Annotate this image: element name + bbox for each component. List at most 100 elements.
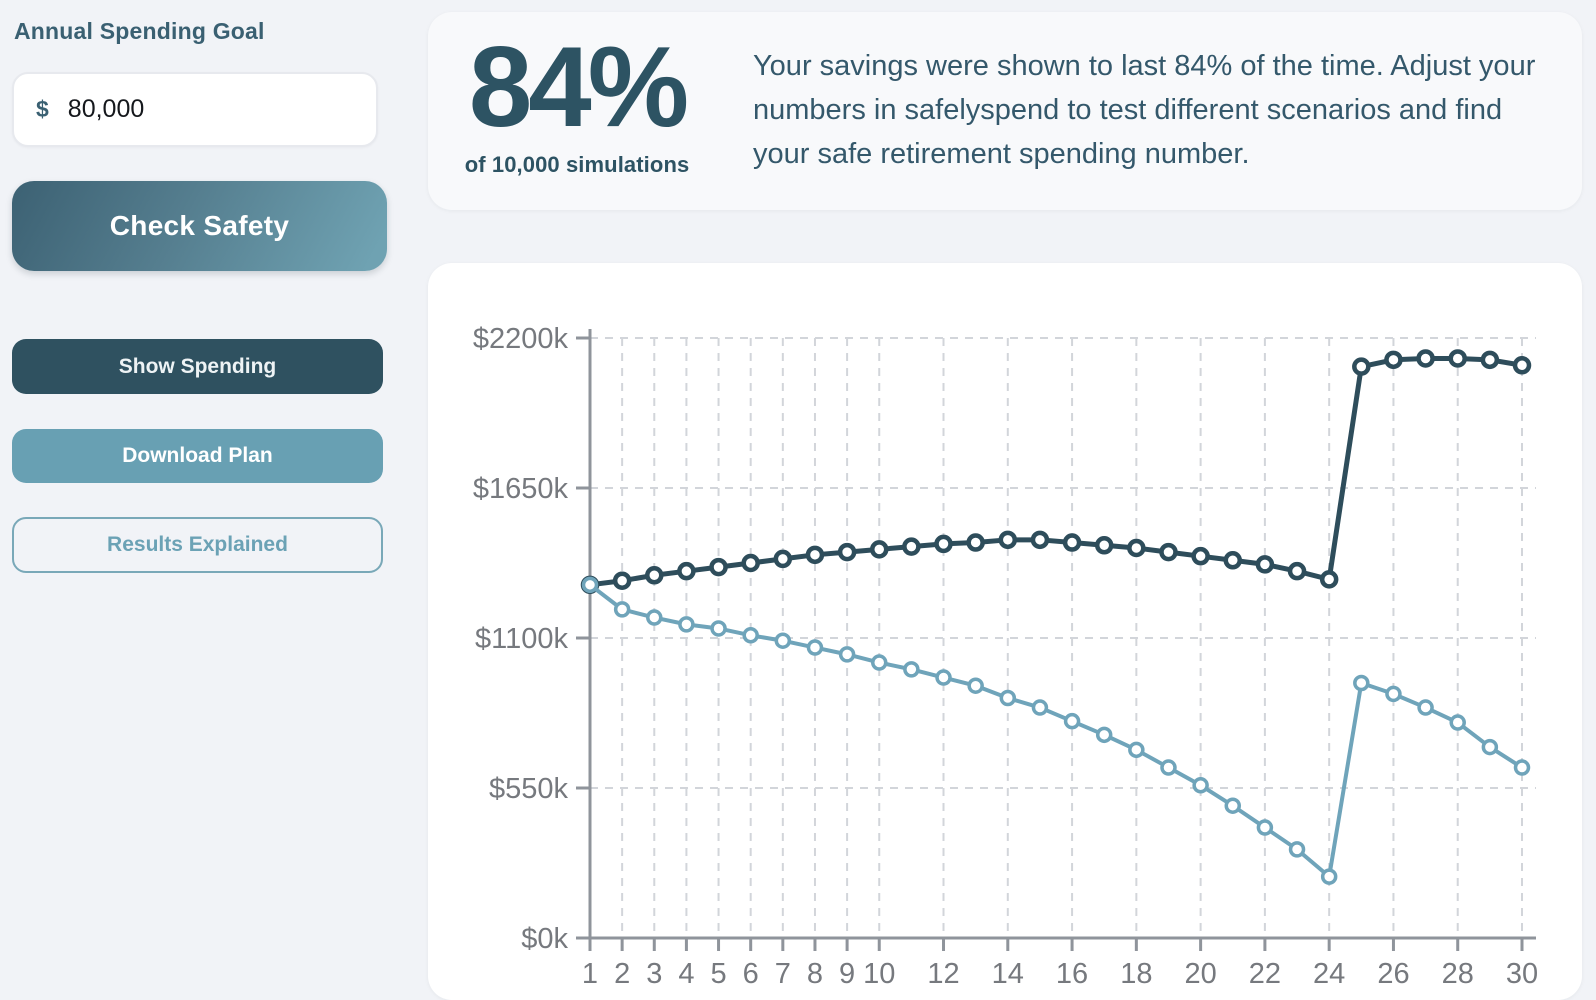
x-tick-label: 20 xyxy=(1184,958,1216,990)
x-tick-label: 1 xyxy=(582,958,598,990)
light-blue-balance-series-marker xyxy=(710,620,727,637)
dark-teal-balance-series-marker xyxy=(1159,542,1178,562)
y-tick-label: $1100k xyxy=(475,623,568,655)
dark-teal-balance-series-marker xyxy=(645,566,664,585)
x-tick-label: 28 xyxy=(1442,958,1474,990)
light-blue-balance-series-marker xyxy=(1095,726,1113,744)
light-blue-balance-series-marker xyxy=(742,627,759,644)
x-tick-label: 18 xyxy=(1120,958,1152,990)
x-tick-label: 2 xyxy=(614,958,630,990)
light-blue-balance-series-marker xyxy=(935,669,952,686)
dark-teal-balance-series-marker xyxy=(1287,561,1307,581)
dark-teal-balance-series-marker xyxy=(1319,570,1339,589)
x-tick-label: 6 xyxy=(743,958,759,990)
success-rate-percent: 84% xyxy=(468,24,689,151)
download-plan-button[interactable]: Download Plan xyxy=(12,429,383,483)
light-blue-balance-series-marker xyxy=(678,616,695,633)
dark-teal-balance-series-marker xyxy=(1030,530,1050,550)
dark-teal-balance-series-marker xyxy=(709,557,728,577)
light-blue-balance-series-marker xyxy=(1449,714,1466,731)
x-tick-label: 4 xyxy=(678,958,694,990)
light-blue-balance-series-marker xyxy=(613,601,631,618)
dark-teal-balance-series-marker xyxy=(1448,349,1467,368)
dark-teal-balance-series-marker xyxy=(805,545,825,565)
results-explained-button[interactable]: Results Explained xyxy=(12,517,383,573)
light-blue-balance-series-marker xyxy=(999,689,1017,707)
x-tick-label: 5 xyxy=(710,958,726,990)
light-blue-balance-series-marker xyxy=(1288,841,1306,858)
simulations-count-label: of 10,000 simulations xyxy=(464,152,690,178)
light-blue-balance-series-marker xyxy=(1031,699,1049,716)
dark-teal-balance-series-marker xyxy=(612,571,632,590)
spending-goal-field[interactable]: $ xyxy=(12,72,378,147)
dark-teal-balance-series-marker xyxy=(1127,538,1146,558)
x-tick-label: 8 xyxy=(807,958,823,990)
dark-teal-balance-series-marker xyxy=(1255,555,1275,574)
success-rate-block: 84% of 10,000 simulations xyxy=(442,24,712,178)
dark-teal-balance-series-marker xyxy=(934,534,953,554)
dark-teal-balance-series-marker xyxy=(741,553,760,573)
x-tick-label: 7 xyxy=(775,958,791,990)
light-blue-balance-series-marker xyxy=(1160,759,1177,776)
dark-teal-balance-series-marker xyxy=(966,533,985,552)
x-tick-label: 22 xyxy=(1249,958,1281,990)
light-blue-balance-series-marker xyxy=(1417,699,1434,716)
x-tick-label: 12 xyxy=(927,958,959,990)
light-blue-balance-series-marker xyxy=(581,576,599,594)
light-blue-balance-series-marker xyxy=(806,639,824,656)
light-blue-balance-series-marker xyxy=(1192,777,1209,794)
dark-teal-balance-series-marker xyxy=(1416,349,1435,368)
dark-teal-balance-series-marker xyxy=(869,540,889,559)
y-tick-label: $2200k xyxy=(473,323,569,355)
dark-teal-balance-series-marker xyxy=(773,549,793,569)
light-blue-balance-series-marker xyxy=(774,632,792,649)
result-summary-panel: 84% of 10,000 simulations Your savings w… xyxy=(428,12,1582,210)
y-tick-label: $1650k xyxy=(473,473,569,505)
dark-teal-balance-series-marker xyxy=(1062,533,1082,552)
dark-teal-balance-series-marker xyxy=(1352,357,1371,376)
currency-prefix: $ xyxy=(36,96,49,122)
light-blue-balance-series-marker xyxy=(1513,759,1531,776)
light-blue-balance-series-marker xyxy=(967,677,984,694)
x-tick-label: 9 xyxy=(839,958,855,990)
dark-teal-balance-series-marker xyxy=(837,542,857,562)
light-blue-balance-series-marker xyxy=(1063,712,1081,730)
annual-spending-goal-label: Annual Spending Goal xyxy=(14,18,265,44)
x-tick-label: 24 xyxy=(1313,958,1345,990)
x-tick-label: 30 xyxy=(1506,958,1538,990)
light-blue-balance-series-marker xyxy=(1320,868,1338,885)
dark-teal-balance-series-line xyxy=(587,355,1525,588)
dark-teal-balance-series-marker xyxy=(1094,536,1114,555)
dark-teal-balance-series-marker xyxy=(998,530,1018,550)
dark-teal-balance-series-marker xyxy=(902,537,921,556)
y-tick-label: $0k xyxy=(521,923,568,955)
light-blue-balance-series-line xyxy=(588,582,1524,879)
x-tick-label: 10 xyxy=(863,958,895,990)
dark-teal-balance-series-marker xyxy=(1512,356,1532,375)
light-blue-balance-series-marker xyxy=(1481,738,1499,756)
x-tick-label: 26 xyxy=(1377,958,1409,990)
light-blue-balance-series-marker xyxy=(903,661,920,678)
result-description: Your savings were shown to last 84% of t… xyxy=(753,50,1536,170)
spending-goal-input[interactable] xyxy=(65,94,320,125)
dark-teal-balance-series-marker xyxy=(1384,350,1403,370)
y-tick-label: $550k xyxy=(489,773,569,805)
x-tick-label: 16 xyxy=(1056,958,1088,990)
light-blue-balance-series-marker xyxy=(646,609,663,626)
light-blue-balance-series-marker xyxy=(1353,674,1370,692)
light-blue-balance-series-marker xyxy=(1256,819,1274,836)
dark-teal-balance-series-marker xyxy=(1480,350,1500,370)
x-tick-label: 3 xyxy=(646,958,662,990)
x-tick-label: 14 xyxy=(992,958,1024,990)
light-blue-balance-series-marker xyxy=(870,654,888,671)
light-blue-balance-series-marker xyxy=(1224,797,1242,814)
dark-teal-balance-series-marker xyxy=(1223,551,1243,570)
show-spending-button[interactable]: Show Spending xyxy=(12,339,383,394)
check-safety-button[interactable]: Check Safety xyxy=(12,181,387,271)
chart-panel: $0k $550k $1100k $1650k $2200k 1 2 3 4 5 6 7 8 9 10 12 1… xyxy=(428,263,1582,1000)
dark-teal-balance-series-marker xyxy=(1191,546,1210,566)
light-blue-balance-series-marker xyxy=(1385,685,1402,703)
light-blue-balance-series-marker xyxy=(838,646,856,663)
